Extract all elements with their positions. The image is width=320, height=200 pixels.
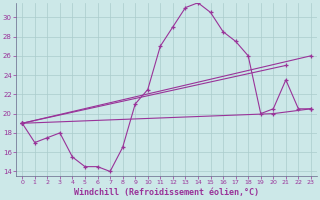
X-axis label: Windchill (Refroidissement éolien,°C): Windchill (Refroidissement éolien,°C)	[74, 188, 259, 197]
